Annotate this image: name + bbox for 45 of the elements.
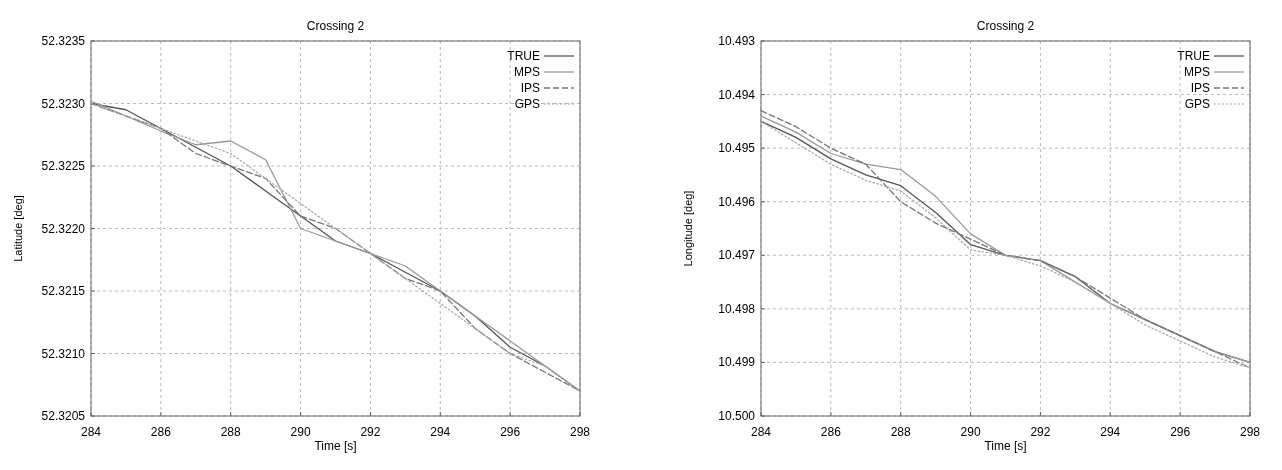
- y-tick-label: 10.496: [718, 194, 756, 209]
- y-tick-label: 10.494: [718, 87, 756, 102]
- y-tick-label: 52.3205: [41, 409, 86, 423]
- x-tick-label: 286: [150, 425, 172, 439]
- y-tick-label: 52.3230: [41, 96, 86, 111]
- y-axis-title: Latitude [deg]: [12, 195, 24, 262]
- y-tick-label: 10.493: [718, 34, 756, 48]
- y-tick-label: 10.497: [718, 248, 756, 263]
- x-tick-label: 294: [430, 425, 451, 439]
- x-tick-label: 290: [290, 425, 311, 439]
- y-tick-label: 10.495: [718, 141, 756, 156]
- legend-label: IPS: [520, 81, 540, 95]
- x-tick-label: 292: [360, 425, 381, 439]
- legend-label: IPS: [1190, 81, 1210, 95]
- y-tick-label: 52.3225: [41, 159, 86, 173]
- y-tick-label: 10.499: [718, 355, 756, 370]
- legend-label: GPS: [1184, 97, 1210, 111]
- x-tick-label: 284: [750, 425, 772, 439]
- x-tick-label: 292: [1030, 425, 1051, 439]
- x-tick-label: 284: [80, 425, 102, 439]
- x-tick-label: 288: [220, 425, 242, 439]
- x-tick-label: 296: [1170, 425, 1191, 439]
- legend-label: TRUE: [1177, 49, 1210, 63]
- x-tick-label: 294: [1100, 425, 1121, 439]
- y-tick-label: 52.3235: [41, 34, 86, 48]
- y-tick-label: 52.3210: [41, 346, 86, 361]
- x-axis-title: Time [s]: [984, 439, 1027, 453]
- legend-label: TRUE: [507, 49, 540, 63]
- y-tick-label: 52.3215: [41, 284, 86, 298]
- x-tick-label: 298: [1239, 425, 1261, 439]
- x-axis-title: Time [s]: [314, 439, 357, 453]
- x-tick-label: 296: [500, 425, 521, 439]
- legend-label: MPS: [1183, 65, 1210, 79]
- y-tick-label: 10.500: [718, 409, 756, 423]
- legend-label: MPS: [513, 65, 540, 79]
- x-tick-label: 286: [820, 425, 842, 439]
- y-axis-title: Longitude [deg]: [682, 190, 694, 267]
- y-tick-label: 10.498: [718, 301, 756, 316]
- x-tick-label: 288: [890, 425, 912, 439]
- legend-label: GPS: [514, 97, 540, 111]
- chart-title: Crossing 2: [976, 19, 1035, 33]
- x-tick-label: 298: [569, 425, 591, 439]
- chart-title: Crossing 2: [306, 19, 365, 33]
- x-tick-label: 290: [960, 425, 981, 439]
- y-tick-label: 52.3220: [41, 221, 86, 236]
